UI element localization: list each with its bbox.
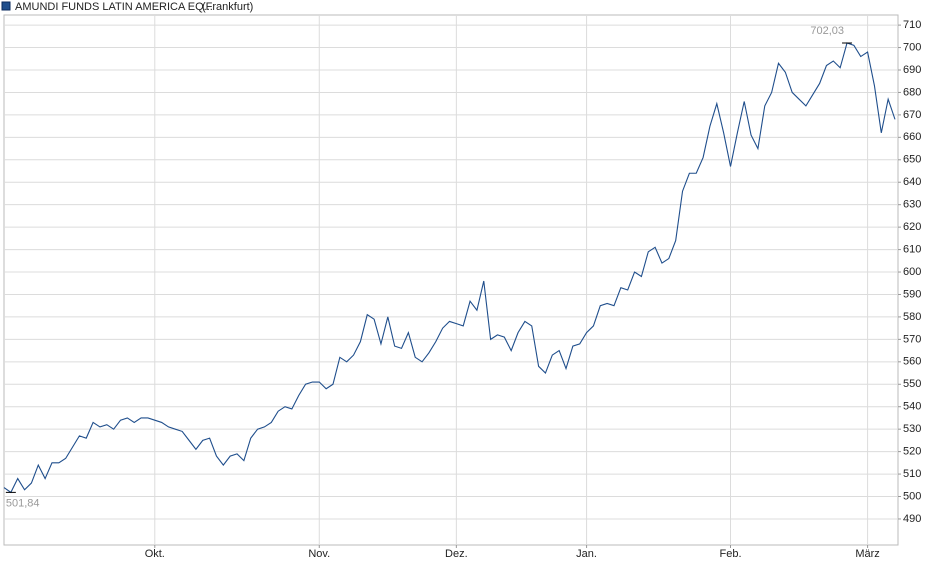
y-tick-label: 650 [903, 154, 921, 166]
y-tick-label: 700 [903, 41, 921, 53]
y-tick-label: 570 [903, 333, 921, 345]
x-tick-label: Dez. [445, 548, 468, 560]
value-label: 702,03 [810, 25, 844, 37]
y-tick-label: 560 [903, 356, 921, 368]
value-label: 501,84 [6, 497, 40, 509]
x-tick-label: Feb. [719, 548, 741, 560]
y-tick-label: 680 [903, 86, 921, 98]
y-tick-label: 580 [903, 311, 921, 323]
y-tick-label: 490 [903, 513, 921, 525]
y-tick-label: 540 [903, 401, 921, 413]
y-tick-label: 550 [903, 378, 921, 390]
plot-frame [3, 14, 899, 546]
y-tick-label: 620 [903, 221, 921, 233]
y-tick-label: 710 [903, 19, 921, 31]
x-tick-label: Jan. [576, 548, 597, 560]
y-tick-label: 590 [903, 288, 921, 300]
y-tick-label: 660 [903, 131, 921, 143]
legend-swatch [1, 1, 11, 11]
x-tick-label: Okt. [145, 548, 165, 560]
price-line [3, 42, 896, 494]
y-tick-label: 530 [903, 423, 921, 435]
y-tick-label: 670 [903, 109, 921, 121]
y-tick-label: 640 [903, 176, 921, 188]
exchange-label: (Frankfurt) [202, 1, 253, 13]
y-tick-label: 690 [903, 64, 921, 76]
x-tick-label: März [855, 548, 879, 560]
y-tick-label: 600 [903, 266, 921, 278]
x-tick-label: Nov. [308, 548, 330, 560]
y-tick-label: 630 [903, 199, 921, 211]
y-tick-label: 510 [903, 468, 921, 480]
y-tick-label: 610 [903, 243, 921, 255]
y-tick-label: 520 [903, 446, 921, 458]
legend-label: AMUNDI FUNDS LATIN AMERICA EQ... [15, 1, 213, 13]
y-tick-label: 500 [903, 490, 921, 502]
